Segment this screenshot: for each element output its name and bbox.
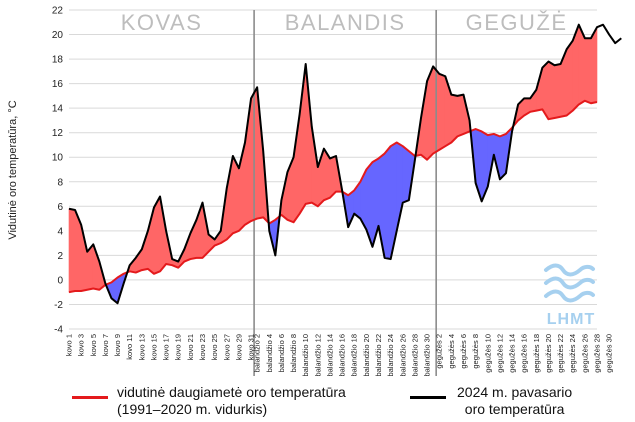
x-tick-label: kovo 17 <box>162 334 171 360</box>
y-tick-label: 16 <box>52 79 64 90</box>
y-tick-label: 22 <box>52 6 64 17</box>
y-axis-ticks: -4 -2 0 2 4 6 8 10 12 14 16 18 20 22 <box>52 6 64 336</box>
x-tick-label: kovo 13 <box>137 334 146 360</box>
x-tick-label: balandžio 22 <box>374 334 383 377</box>
x-tick-label: kovo 21 <box>186 334 195 360</box>
x-tick-label: kovo 25 <box>210 334 219 360</box>
month-label: GEGUŽĖ <box>466 10 568 35</box>
y-tick-label: 18 <box>52 55 64 66</box>
x-axis-ticks: kovo 1 kovo 3 kovo 5 kovo 7 kovo 9 kovo 11 kov… <box>65 334 614 377</box>
x-tick-label: kovo 23 <box>198 334 207 360</box>
month-labels: KOVAS BALANDIS GEGUŽĖ <box>121 10 568 35</box>
legend-text-2024: 2024 m. pavasario oro temperatūra <box>457 384 572 418</box>
logo-text: LHMT <box>547 311 595 328</box>
x-tick-label: balandžio 18 <box>350 334 359 377</box>
x-tick-label: gegužės 12 <box>495 334 504 373</box>
y-tick-label: 20 <box>52 30 64 41</box>
x-tick-label: gegužės 26 <box>580 334 589 373</box>
x-tick-label: balandžio 16 <box>338 334 347 377</box>
x-tick-label: gegužės 28 <box>593 334 602 373</box>
x-tick-label: balandžio 4 <box>265 334 274 372</box>
x-tick-label: balandžio 28 <box>410 334 419 377</box>
x-tick-label: balandžio 24 <box>386 334 395 377</box>
y-axis-label: Vidutinė oro temperatūra, °C <box>7 100 19 239</box>
x-tick-label: kovo 19 <box>174 334 183 360</box>
legend-2024-line2: oro temperatūra <box>464 401 565 417</box>
x-tick-label: balandžio 10 <box>301 334 310 377</box>
series-lines <box>68 23 622 305</box>
y-tick-label: 6 <box>57 202 63 213</box>
y-tick-label: 12 <box>52 128 64 139</box>
legend-line-red <box>72 396 108 399</box>
x-tick-label: gegužės 20 <box>544 334 553 373</box>
x-tick-label: gegužės 2 <box>435 334 444 369</box>
x-tick-label: kovo 1 <box>65 334 74 356</box>
y-tick-label: -2 <box>54 300 63 311</box>
x-tick-label: kovo 15 <box>149 334 158 360</box>
y-tick-label: 2 <box>57 251 63 262</box>
series-line-2024 <box>68 23 622 305</box>
x-tick-label: balandžio 14 <box>325 334 334 377</box>
x-tick-label: balandžio 6 <box>277 334 286 372</box>
x-tick-label: balandžio 30 <box>423 334 432 377</box>
x-tick-label: kovo 29 <box>234 334 243 360</box>
month-label: BALANDIS <box>285 10 406 35</box>
legend-2024-line1: 2024 m. pavasario <box>457 384 573 400</box>
legend-line-black <box>410 396 446 399</box>
lhmt-logo: LHMT <box>544 263 595 328</box>
y-tick-label: 14 <box>52 104 64 115</box>
y-tick-label: 8 <box>57 177 63 188</box>
x-tick-label: balandžio 26 <box>398 334 407 377</box>
legend-text-avg: vidutinė daugiametė oro temperatūra (199… <box>117 384 346 418</box>
x-tick-label: gegužės 24 <box>568 334 577 373</box>
logo-wave <box>544 263 595 277</box>
x-tick-label: kovo 3 <box>77 334 86 356</box>
x-tick-label: balandžio 20 <box>362 334 371 377</box>
x-tick-label: kovo 5 <box>89 334 98 356</box>
x-tick-label: gegužės 18 <box>532 334 541 373</box>
x-tick-label: gegužės 16 <box>520 334 529 373</box>
x-tick-label: balandžio 12 <box>313 334 322 377</box>
legend-avg-line1: vidutinė daugiametė oro temperatūra <box>117 384 346 400</box>
x-tick-label: gegužės 6 <box>459 334 468 369</box>
x-tick-label: gegužės 4 <box>447 334 456 369</box>
logo-wave <box>544 289 595 303</box>
series-line-average <box>68 99 598 294</box>
x-tick-label: balandžio 8 <box>289 334 298 372</box>
logo-wave <box>544 276 595 290</box>
y-tick-label: 4 <box>57 226 63 237</box>
legend-avg-line2: (1991–2020 m. vidurkis) <box>117 401 268 417</box>
x-tick-label: kovo 27 <box>222 334 231 360</box>
x-tick-label: gegužės 22 <box>556 334 565 373</box>
x-tick-label: kovo 11 <box>125 334 134 360</box>
y-tick-label: -4 <box>54 325 63 336</box>
x-tick-label: gegužės 10 <box>483 334 492 373</box>
y-tick-label: 10 <box>52 153 64 164</box>
x-tick-label: gegužės 14 <box>508 334 517 373</box>
x-tick-label: kovo 7 <box>101 334 110 356</box>
x-tick-label: gegužės 30 <box>605 334 614 373</box>
x-tick-label: gegužės 8 <box>471 334 480 369</box>
month-label: KOVAS <box>121 10 203 35</box>
x-tick-label: kovo 9 <box>113 334 122 356</box>
y-tick-label: 0 <box>57 275 63 286</box>
x-tick-label: kovo 31 <box>247 334 256 360</box>
difference-fills <box>68 24 598 304</box>
x-tick-label: balandžio 2 <box>253 334 262 372</box>
